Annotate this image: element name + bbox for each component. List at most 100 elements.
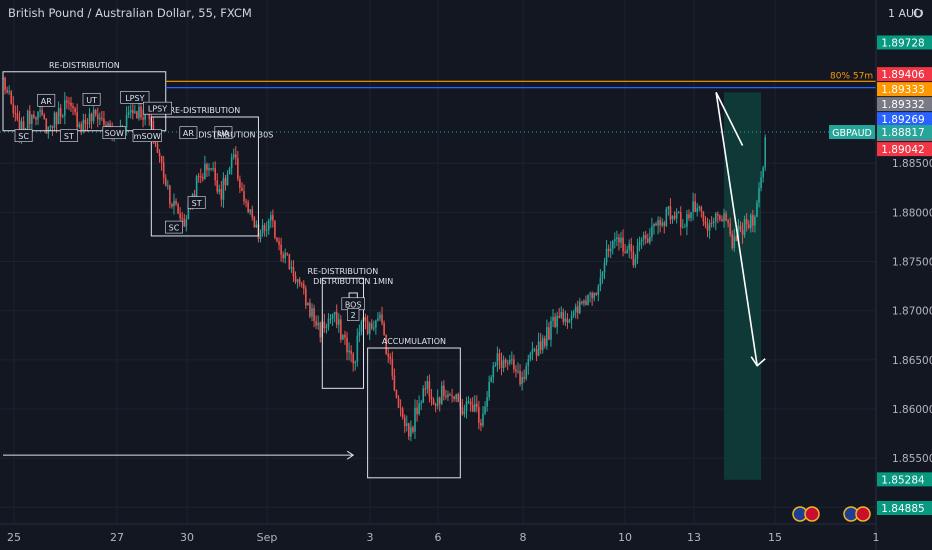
candle-body xyxy=(270,215,272,221)
price-tag: 1.89728 xyxy=(881,37,924,49)
candle-body xyxy=(484,406,486,414)
candle-body xyxy=(230,156,233,169)
phase-label-frame xyxy=(120,91,150,104)
candle-body xyxy=(708,222,711,231)
candle-body xyxy=(49,125,52,127)
time-tick-label: 27 xyxy=(110,531,124,544)
candle-body xyxy=(614,239,616,242)
candle-body xyxy=(443,385,445,396)
candle-body xyxy=(64,100,66,116)
candle-body xyxy=(449,394,451,396)
candle-body xyxy=(764,137,766,168)
candle-body xyxy=(677,212,680,214)
candle-body xyxy=(698,207,701,209)
candle-body xyxy=(628,244,631,250)
candle-body xyxy=(624,251,626,253)
candle-body xyxy=(80,124,83,131)
candle-body xyxy=(609,248,612,252)
candle-body xyxy=(603,262,606,273)
candle-body xyxy=(414,407,416,432)
candle-body xyxy=(377,318,379,321)
time-axis[interactable]: 25 27 30 Sep 3 6 8 10 13 15 1 xyxy=(7,531,880,544)
candle-body xyxy=(556,315,558,327)
box-label: RE-DISTRIBUTION xyxy=(49,61,120,70)
candle-body xyxy=(383,323,385,336)
uk-flag-icon[interactable] xyxy=(804,506,820,522)
candle-body xyxy=(261,225,264,233)
candle-body xyxy=(61,115,64,117)
candle-body xyxy=(292,267,295,276)
candle-body xyxy=(731,234,734,249)
candle-body xyxy=(591,292,593,299)
candle-body xyxy=(616,237,618,240)
candle-body xyxy=(131,109,134,114)
candle-body xyxy=(45,118,48,134)
candle-body xyxy=(537,341,540,356)
projection-path[interactable] xyxy=(715,92,758,366)
phase-label: ST xyxy=(192,199,202,208)
candle-body xyxy=(636,245,639,259)
annotation-box[interactable] xyxy=(321,277,364,389)
candle-body xyxy=(348,350,350,353)
annotation-box[interactable] xyxy=(367,347,461,479)
currency-refresh-icon[interactable] xyxy=(913,8,923,18)
candle-body xyxy=(379,314,381,319)
symbol-tag: GBPAUD xyxy=(832,128,872,139)
candle-body xyxy=(6,89,8,93)
candle-body xyxy=(599,277,602,287)
candle-body xyxy=(302,283,305,289)
bottom-price-tag: 1.84885 xyxy=(881,503,924,515)
candle-body xyxy=(453,396,455,399)
candle-body xyxy=(694,201,696,212)
candle-body xyxy=(385,335,387,354)
box-label: ACCUMULATION xyxy=(382,337,446,346)
candle-body xyxy=(574,306,577,313)
candle-body xyxy=(669,206,672,220)
candle-body xyxy=(344,334,346,338)
candle-body xyxy=(756,202,758,217)
event-flags[interactable] xyxy=(792,506,871,522)
candle-body xyxy=(399,407,402,409)
candle-body xyxy=(531,349,534,354)
candle-body xyxy=(725,213,727,221)
candle-body xyxy=(10,91,13,104)
candle-body xyxy=(432,399,435,405)
candle-body xyxy=(28,110,31,124)
phase-label: LPSY xyxy=(125,94,144,103)
candle-body xyxy=(710,222,713,224)
candle-body xyxy=(735,236,738,241)
candle-body xyxy=(552,316,554,321)
candle-body xyxy=(177,204,179,214)
annotation-box[interactable] xyxy=(2,71,167,132)
candle-body xyxy=(346,337,348,353)
candle-body xyxy=(41,110,43,115)
candle-body xyxy=(535,349,538,356)
candle-body xyxy=(579,301,581,314)
candle-body xyxy=(690,212,692,219)
candle-body xyxy=(340,319,342,340)
candle-body xyxy=(679,212,682,228)
candle-body xyxy=(583,300,585,304)
uk-flag-icon[interactable] xyxy=(855,506,871,522)
phase-label: SC xyxy=(18,132,29,141)
candle-body xyxy=(743,219,746,235)
symbol-title[interactable]: British Pound / Australian Dollar, 55, F… xyxy=(8,6,252,20)
phase-label-frame xyxy=(347,308,360,321)
candle-body xyxy=(513,359,515,370)
candle-body xyxy=(618,237,620,243)
candle-body xyxy=(727,220,729,224)
candle-body xyxy=(57,108,60,125)
annotation-box[interactable] xyxy=(150,116,259,237)
phase-label: 2 xyxy=(351,311,356,320)
candle-body xyxy=(562,312,565,322)
candle-body xyxy=(90,113,93,122)
candle-body xyxy=(548,327,550,340)
candle-body xyxy=(581,301,583,304)
candle-body xyxy=(387,353,390,357)
candle-body xyxy=(127,112,130,115)
phase-label-frame xyxy=(37,93,56,107)
price-axis[interactable]: 1.850001.855001.860001.865001.870001.875… xyxy=(892,158,932,514)
currency-label[interactable]: 1 AUD xyxy=(888,7,923,20)
phase-label-frame xyxy=(82,92,101,106)
